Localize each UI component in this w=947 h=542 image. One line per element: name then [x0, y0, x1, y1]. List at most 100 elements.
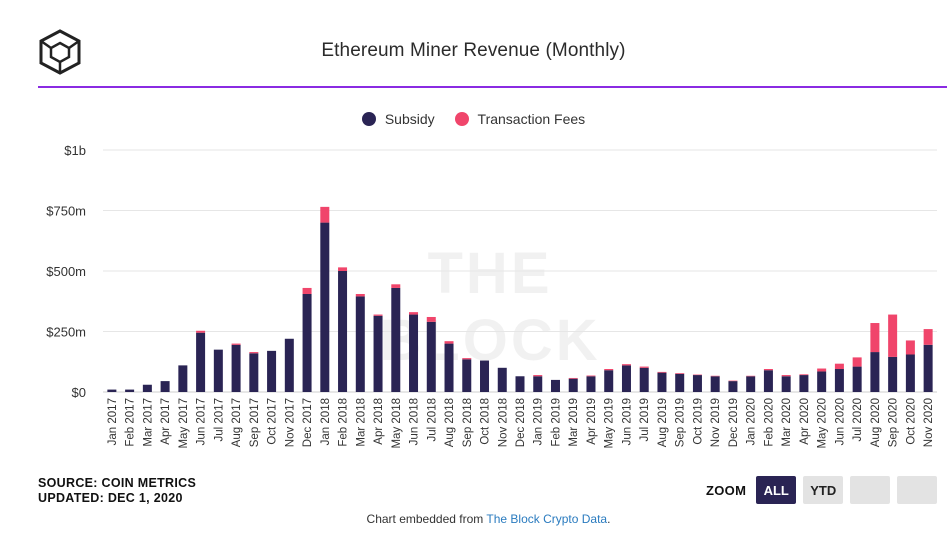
bar-subsidy	[249, 353, 259, 392]
zoom-ytd-button[interactable]: YTD	[803, 476, 844, 504]
embed-suffix: .	[607, 512, 611, 526]
embed-note: Chart embedded from The Block Crypto Dat…	[0, 512, 947, 526]
legend-item-transaction-fees[interactable]: Transaction Fees	[454, 111, 586, 127]
bar-transaction-fees	[817, 368, 827, 372]
bar-subsidy	[781, 376, 791, 392]
x-tick-label: May 2017	[178, 398, 190, 449]
bar-subsidy	[178, 365, 188, 392]
x-tick-label: Jan 2018	[320, 398, 332, 445]
x-tick-label: Jul 2018	[426, 398, 438, 441]
bar-transaction-fees	[426, 316, 436, 322]
legend-label-transaction-fees: Transaction Fees	[477, 111, 586, 127]
zoom-blank-button-1[interactable]	[850, 476, 891, 504]
x-tick-label: Mar 2018	[355, 398, 367, 447]
zoom-label: ZOOM	[706, 482, 747, 498]
x-tick-label: Apr 2019	[586, 398, 598, 445]
bar-subsidy	[710, 376, 720, 392]
x-tick-label: Jun 2018	[409, 398, 421, 445]
x-tick-label: Oct 2017	[267, 398, 279, 445]
y-tick-label: $250m	[46, 325, 86, 340]
bar-subsidy	[533, 376, 543, 392]
bar-subsidy	[213, 349, 223, 392]
bar-subsidy	[480, 360, 490, 392]
x-tick-label: Apr 2017	[160, 398, 172, 445]
bar-subsidy	[870, 352, 880, 392]
bar-subsidy	[391, 287, 401, 392]
bar-subsidy	[196, 332, 206, 392]
zoom-all-button[interactable]: ALL	[756, 476, 797, 504]
bar-transaction-fees	[196, 330, 206, 333]
bar-transaction-fees	[373, 314, 383, 316]
x-tick-label: Jun 2020	[834, 398, 846, 445]
x-tick-label: May 2020	[817, 398, 829, 449]
chart-plot: $0 $250m $500m $750m $1b Jan 2017 Feb 2017 Mar …	[46, 143, 937, 449]
bar-transaction-fees	[888, 314, 898, 357]
y-tick-label: $1b	[64, 143, 86, 158]
x-tick-label: Jul 2019	[639, 398, 651, 441]
bar-transaction-fees	[621, 364, 631, 366]
bar-subsidy	[568, 378, 578, 392]
embed-prefix: Chart embedded from	[366, 512, 484, 526]
bar-subsidy	[888, 356, 898, 392]
bar-transaction-fees	[391, 284, 401, 288]
x-tick-label: Sep 2019	[675, 398, 687, 447]
source-note: SOURCE: COIN METRICS UPDATED: DEC 1, 202…	[38, 476, 196, 506]
chart-title: Ethereum Miner Revenue (Monthly)	[321, 40, 626, 61]
x-tick-label: Oct 2020	[905, 398, 917, 445]
legend-marker-subsidy	[361, 112, 376, 126]
y-tick-label: $750m	[46, 204, 86, 219]
bar-subsidy	[355, 296, 365, 392]
bar-transaction-fees	[799, 374, 809, 376]
x-tick-label: Dec 2019	[728, 398, 740, 447]
bar-transaction-fees	[231, 343, 241, 345]
bar-transaction-fees	[604, 369, 614, 371]
x-tick-label: Nov 2018	[497, 398, 509, 447]
legend-item-subsidy[interactable]: Subsidy	[361, 111, 435, 127]
x-tick-label: Jun 2019	[621, 398, 633, 445]
x-tick-label: Dec 2017	[302, 398, 314, 447]
bar-subsidy	[142, 384, 152, 392]
x-tick-label: Aug 2019	[657, 398, 669, 447]
x-tick-label: Jun 2017	[196, 398, 208, 445]
bar-subsidy	[834, 369, 844, 392]
bar-subsidy	[302, 293, 312, 392]
legend-label-subsidy: Subsidy	[384, 111, 435, 127]
zoom-blank-button-2[interactable]	[897, 476, 938, 504]
bar-subsidy	[515, 376, 525, 392]
updated-text: UPDATED: DEC 1, 2020	[38, 491, 183, 505]
bar-transaction-fees	[781, 375, 791, 377]
bar-subsidy	[107, 389, 117, 392]
bar-transaction-fees	[870, 323, 880, 353]
bar-transaction-fees	[302, 287, 312, 294]
bar-subsidy	[338, 271, 348, 392]
x-tick-label: Mar 2019	[568, 398, 580, 447]
bar-transaction-fees	[675, 373, 685, 374]
bar-subsidy	[444, 343, 454, 392]
bar-transaction-fees	[533, 375, 543, 377]
bar-subsidy	[763, 370, 773, 392]
bar-subsidy	[728, 381, 738, 392]
embed-link[interactable]: The Block Crypto Data	[486, 512, 608, 526]
bar-transaction-fees	[320, 206, 330, 223]
bar-subsidy	[799, 375, 809, 392]
x-tick-label: Mar 2020	[781, 398, 793, 447]
x-tick-label: Nov 2017	[284, 398, 296, 447]
bar-transaction-fees	[462, 358, 472, 360]
x-tick-label: Oct 2019	[692, 398, 704, 445]
x-tick-label: Feb 2017	[125, 398, 137, 447]
bar-transaction-fees	[338, 267, 348, 271]
x-tick-label: Jan 2019	[533, 398, 545, 445]
x-tick-label: May 2018	[391, 398, 403, 449]
y-tick-label: $500m	[46, 264, 86, 279]
x-tick-label: Nov 2020	[923, 398, 935, 447]
bar-subsidy	[657, 372, 667, 392]
bar-transaction-fees	[905, 340, 915, 355]
x-tick-label: Feb 2018	[338, 398, 350, 447]
bar-subsidy	[284, 338, 294, 392]
bar-subsidy	[125, 389, 135, 392]
bar-subsidy	[373, 315, 383, 392]
x-tick-label: Jul 2020	[852, 398, 864, 441]
bar-subsidy	[320, 222, 330, 392]
bar-subsidy	[675, 373, 685, 392]
x-tick-label: Aug 2018	[444, 398, 456, 447]
